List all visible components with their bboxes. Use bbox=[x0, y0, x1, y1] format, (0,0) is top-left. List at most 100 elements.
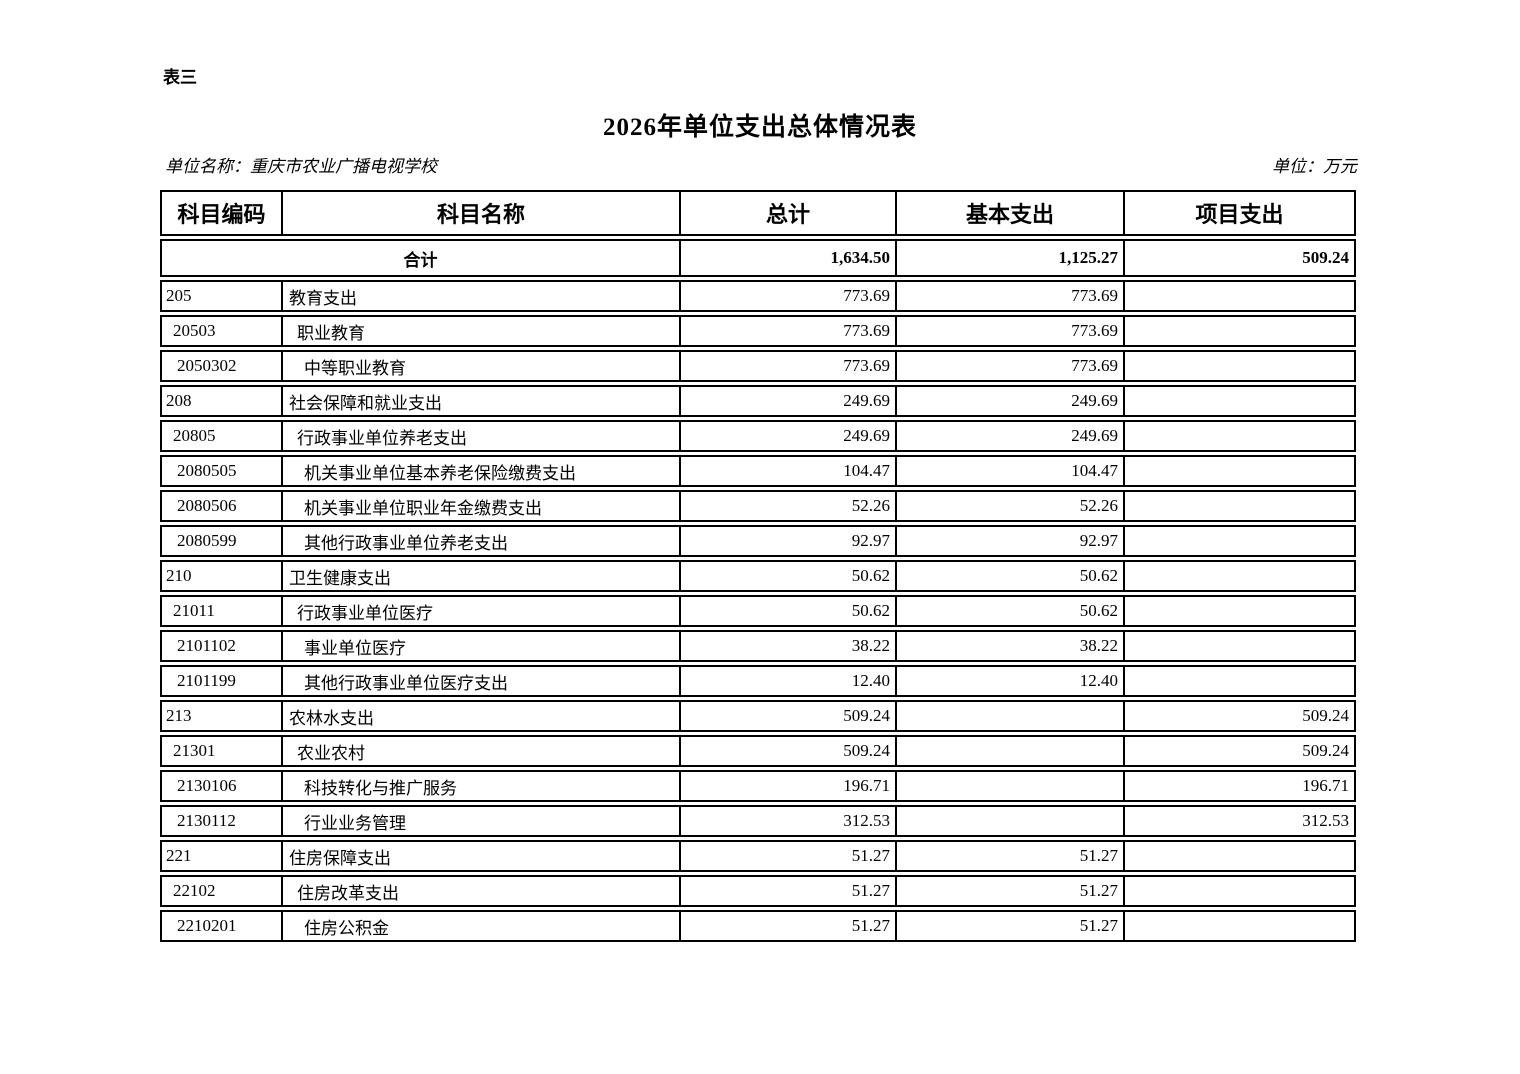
cell-project bbox=[1125, 490, 1356, 522]
table-row: 2130112 行业业务管理 312.53 312.53 bbox=[160, 805, 1356, 837]
cell-name: 卫生健康支出 bbox=[283, 560, 681, 592]
cell-name: 住房改革支出 bbox=[283, 875, 681, 907]
cell-basic bbox=[897, 805, 1125, 837]
cell-code: 2080599 bbox=[160, 525, 283, 557]
cell-total: 50.62 bbox=[681, 560, 897, 592]
cell-total: 104.47 bbox=[681, 455, 897, 487]
grand-total-project: 509.24 bbox=[1125, 239, 1356, 277]
cell-project bbox=[1125, 910, 1356, 942]
table-row: 2080599 其他行政事业单位养老支出 92.97 92.97 bbox=[160, 525, 1356, 557]
cell-code: 208 bbox=[160, 385, 283, 417]
cell-total: 50.62 bbox=[681, 595, 897, 627]
cell-project bbox=[1125, 525, 1356, 557]
cell-basic: 12.40 bbox=[897, 665, 1125, 697]
header-project-expenditure: 项目支出 bbox=[1125, 190, 1356, 236]
unit-name: 单位名称：重庆市农业广播电视学校 bbox=[165, 157, 437, 176]
cell-total: 12.40 bbox=[681, 665, 897, 697]
cell-total: 773.69 bbox=[681, 315, 897, 347]
cell-total: 773.69 bbox=[681, 280, 897, 312]
table-row: 2080505 机关事业单位基本养老保险缴费支出 104.47 104.47 bbox=[160, 455, 1356, 487]
cell-basic: 51.27 bbox=[897, 840, 1125, 872]
cell-total: 249.69 bbox=[681, 385, 897, 417]
table-header-row: 科目编码 科目名称 总计 基本支出 项目支出 bbox=[160, 190, 1356, 236]
cell-project bbox=[1125, 560, 1356, 592]
table-row: 20805 行政事业单位养老支出 249.69 249.69 bbox=[160, 420, 1356, 452]
meta-row: 单位名称：重庆市农业广播电视学校 单位：万元 bbox=[165, 152, 1357, 177]
cell-name: 科技转化与推广服务 bbox=[283, 770, 681, 802]
cell-code: 20503 bbox=[160, 315, 283, 347]
table-row: 208 社会保障和就业支出 249.69 249.69 bbox=[160, 385, 1356, 417]
cell-project: 509.24 bbox=[1125, 700, 1356, 732]
unit-of-measure: 单位：万元 bbox=[1272, 157, 1357, 176]
cell-code: 2101102 bbox=[160, 630, 283, 662]
cell-name: 中等职业教育 bbox=[283, 350, 681, 382]
grand-total-total: 1,634.50 bbox=[681, 239, 897, 277]
cell-name: 社会保障和就业支出 bbox=[283, 385, 681, 417]
cell-total: 312.53 bbox=[681, 805, 897, 837]
cell-code: 210 bbox=[160, 560, 283, 592]
grand-total-row: 合计 1,634.50 1,125.27 509.24 bbox=[160, 239, 1356, 277]
table-row: 2080506 机关事业单位职业年金缴费支出 52.26 52.26 bbox=[160, 490, 1356, 522]
expenditure-table: 科目编码 科目名称 总计 基本支出 项目支出 合计 1,634.50 1,125… bbox=[160, 187, 1356, 945]
cell-total: 38.22 bbox=[681, 630, 897, 662]
cell-basic: 52.26 bbox=[897, 490, 1125, 522]
cell-project: 312.53 bbox=[1125, 805, 1356, 837]
table-number-label: 表三 bbox=[163, 68, 197, 87]
cell-code: 21301 bbox=[160, 735, 283, 767]
cell-basic: 92.97 bbox=[897, 525, 1125, 557]
cell-project bbox=[1125, 385, 1356, 417]
cell-code: 2080505 bbox=[160, 455, 283, 487]
cell-name: 其他行政事业单位医疗支出 bbox=[283, 665, 681, 697]
cell-code: 2080506 bbox=[160, 490, 283, 522]
cell-code: 2130112 bbox=[160, 805, 283, 837]
cell-project: 509.24 bbox=[1125, 735, 1356, 767]
cell-total: 52.26 bbox=[681, 490, 897, 522]
cell-project: 196.71 bbox=[1125, 770, 1356, 802]
cell-total: 51.27 bbox=[681, 875, 897, 907]
cell-code: 213 bbox=[160, 700, 283, 732]
cell-name: 教育支出 bbox=[283, 280, 681, 312]
cell-code: 205 bbox=[160, 280, 283, 312]
cell-code: 2130106 bbox=[160, 770, 283, 802]
cell-total: 509.24 bbox=[681, 700, 897, 732]
page-title: 2026年单位支出总体情况表 bbox=[602, 114, 917, 141]
cell-code: 221 bbox=[160, 840, 283, 872]
cell-basic bbox=[897, 700, 1125, 732]
table-row: 21301 农业农村 509.24 509.24 bbox=[160, 735, 1356, 767]
cell-project bbox=[1125, 595, 1356, 627]
cell-code: 21011 bbox=[160, 595, 283, 627]
header-subject-name: 科目名称 bbox=[283, 190, 681, 236]
cell-basic bbox=[897, 770, 1125, 802]
table-row: 22102 住房改革支出 51.27 51.27 bbox=[160, 875, 1356, 907]
cell-name: 职业教育 bbox=[283, 315, 681, 347]
cell-name: 住房公积金 bbox=[283, 910, 681, 942]
table-row: 2130106 科技转化与推广服务 196.71 196.71 bbox=[160, 770, 1356, 802]
cell-name: 农林水支出 bbox=[283, 700, 681, 732]
cell-name: 机关事业单位基本养老保险缴费支出 bbox=[283, 455, 681, 487]
table-row: 210 卫生健康支出 50.62 50.62 bbox=[160, 560, 1356, 592]
cell-basic: 773.69 bbox=[897, 315, 1125, 347]
header-subject-code: 科目编码 bbox=[160, 190, 283, 236]
table-row: 2210201 住房公积金 51.27 51.27 bbox=[160, 910, 1356, 942]
table-row: 20503 职业教育 773.69 773.69 bbox=[160, 315, 1356, 347]
cell-project bbox=[1125, 630, 1356, 662]
cell-basic bbox=[897, 735, 1125, 767]
cell-project bbox=[1125, 665, 1356, 697]
table-row: 205 教育支出 773.69 773.69 bbox=[160, 280, 1356, 312]
header-total: 总计 bbox=[681, 190, 897, 236]
cell-name: 住房保障支出 bbox=[283, 840, 681, 872]
cell-basic: 249.69 bbox=[897, 420, 1125, 452]
cell-basic: 104.47 bbox=[897, 455, 1125, 487]
cell-basic: 50.62 bbox=[897, 595, 1125, 627]
cell-name: 事业单位医疗 bbox=[283, 630, 681, 662]
cell-total: 51.27 bbox=[681, 910, 897, 942]
cell-basic: 773.69 bbox=[897, 280, 1125, 312]
cell-code: 20805 bbox=[160, 420, 283, 452]
cell-code: 2210201 bbox=[160, 910, 283, 942]
cell-basic: 51.27 bbox=[897, 910, 1125, 942]
cell-total: 92.97 bbox=[681, 525, 897, 557]
cell-project bbox=[1125, 875, 1356, 907]
cell-name: 农业农村 bbox=[283, 735, 681, 767]
cell-basic: 773.69 bbox=[897, 350, 1125, 382]
